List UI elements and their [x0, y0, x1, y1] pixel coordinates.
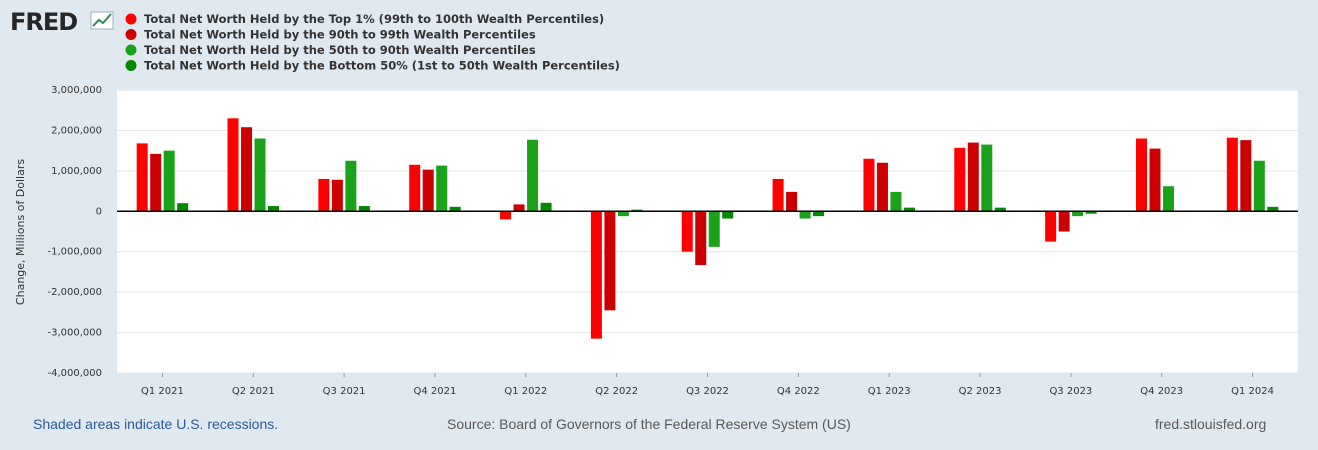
y-tick-label: 2,000,000: [51, 125, 102, 136]
x-tick-label: Q3 2021: [323, 386, 366, 397]
bar-s0-5[interactable]: [590, 211, 602, 339]
bar-s1-9[interactable]: [967, 142, 979, 212]
legend-label-2[interactable]: Total Net Worth Held by the 50th to 90th…: [144, 43, 536, 57]
y-axis-ticks: 3,000,000 2,000,000 1,000,000 0 -1,000,000 -2…: [47, 85, 102, 379]
y-tick-label: -4,000,000: [47, 368, 102, 379]
bar-s0-10[interactable]: [1045, 211, 1057, 242]
bar-s3-0[interactable]: [177, 203, 189, 212]
bar-s0-6[interactable]: [681, 211, 693, 252]
bar-s0-12[interactable]: [1226, 137, 1238, 212]
site-url[interactable]: fred.stlouisfed.org: [1155, 416, 1267, 432]
fred-logo-graph-icon: [90, 11, 114, 30]
plot-area: [117, 90, 1298, 373]
bar-s2-9[interactable]: [981, 144, 993, 212]
bar-s1-12[interactable]: [1240, 140, 1252, 212]
bar-s1-7[interactable]: [786, 191, 798, 212]
bar-s1-2[interactable]: [331, 179, 343, 212]
bar-s2-11[interactable]: [1162, 186, 1174, 212]
bar-s0-0[interactable]: [136, 143, 148, 212]
bar-s3-3[interactable]: [449, 206, 461, 212]
x-tick-label: Q4 2021: [414, 386, 457, 397]
bar-s1-4[interactable]: [513, 204, 525, 212]
chart-svg: FRED Total Net Worth Held by the Top 1% …: [10, 8, 1298, 397]
bar-s2-6[interactable]: [708, 211, 720, 247]
y-tick-label: -2,000,000: [47, 287, 102, 298]
bar-s1-1[interactable]: [241, 127, 253, 212]
x-tick-label: Q1 2023: [868, 386, 911, 397]
x-tick-label: Q1 2022: [504, 386, 547, 397]
bar-s2-5[interactable]: [617, 211, 629, 217]
bar-s1-3[interactable]: [422, 169, 434, 212]
x-tick-label: Q1 2021: [141, 386, 184, 397]
bar-s0-4[interactable]: [500, 211, 512, 220]
grid-lines: [117, 89, 1298, 374]
bar-s3-1[interactable]: [268, 206, 280, 212]
bar-s0-9[interactable]: [954, 147, 966, 212]
bar-s2-0[interactable]: [163, 150, 175, 212]
y-tick-label: 3,000,000: [51, 85, 102, 96]
bar-s2-8[interactable]: [890, 191, 902, 212]
fred-logo-text: FRED: [10, 8, 77, 36]
bar-s1-11[interactable]: [1149, 148, 1161, 212]
bar-s2-4[interactable]: [527, 139, 539, 212]
bar-s3-8[interactable]: [903, 207, 915, 212]
x-axis-ticks: Q1 2021 Q2 2021 Q3 2021 Q4 2021 Q1 2022 Q2 20…: [141, 373, 1274, 397]
bar-s0-7[interactable]: [772, 178, 784, 212]
bar-s0-2[interactable]: [318, 178, 330, 212]
bar-s3-2[interactable]: [358, 206, 370, 212]
legend-marker-3: [125, 60, 137, 71]
x-tick-label: Q3 2023: [1049, 386, 1092, 397]
y-tick-label: 0: [96, 206, 102, 217]
bar-s2-7[interactable]: [799, 211, 811, 219]
bar-s2-2[interactable]: [345, 160, 357, 212]
recession-note-link[interactable]: Shaded areas indicate U.S. recessions.: [33, 416, 279, 432]
bar-s2-3[interactable]: [436, 165, 448, 212]
legend-marker-0: [125, 13, 137, 25]
x-tick-label: Q3 2022: [686, 386, 729, 397]
bar-s3-12[interactable]: [1267, 206, 1279, 212]
bar-s1-6[interactable]: [695, 211, 707, 266]
bar-s3-10[interactable]: [1085, 211, 1097, 214]
bar-s3-5[interactable]: [631, 209, 643, 212]
bar-s2-1[interactable]: [254, 138, 266, 212]
bar-s0-8[interactable]: [863, 158, 875, 212]
y-axis-label: Change, Millions of Dollars: [14, 159, 27, 305]
y-tick-label: 1,000,000: [51, 166, 102, 177]
bar-s0-1[interactable]: [227, 118, 239, 212]
bar-s3-4[interactable]: [540, 202, 552, 212]
bar-s3-6[interactable]: [722, 211, 734, 219]
bar-s0-3[interactable]: [409, 164, 421, 212]
legend-marker-1: [125, 29, 137, 40]
legend-label-1[interactable]: Total Net Worth Held by the 90th to 99th…: [144, 28, 536, 42]
x-tick-label: Q4 2023: [1140, 386, 1183, 397]
bar-s3-7[interactable]: [813, 211, 825, 217]
bar-s2-10[interactable]: [1072, 211, 1084, 217]
y-tick-label: -3,000,000: [47, 328, 102, 339]
x-tick-label: Q4 2022: [777, 386, 820, 397]
legend-marker-2: [125, 44, 137, 56]
legend-label-3[interactable]: Total Net Worth Held by the Bottom 50% (…: [144, 59, 620, 73]
x-tick-label: Q1 2024: [1231, 386, 1274, 397]
x-tick-label: Q2 2022: [595, 386, 638, 397]
legend: Total Net Worth Held by the Top 1% (99th…: [125, 12, 620, 73]
bar-s3-9[interactable]: [994, 207, 1006, 212]
bar-s0-11[interactable]: [1135, 138, 1147, 212]
bars: [136, 118, 1279, 339]
y-tick-label: -1,000,000: [47, 247, 102, 258]
bar-s1-10[interactable]: [1058, 211, 1070, 232]
bar-s2-12[interactable]: [1253, 160, 1265, 212]
x-tick-label: Q2 2023: [959, 386, 1002, 397]
bar-s1-0[interactable]: [150, 153, 162, 212]
bar-s1-8[interactable]: [876, 162, 888, 212]
x-tick-label: Q2 2021: [232, 386, 275, 397]
source-text: Source: Board of Governors of the Federa…: [447, 416, 851, 432]
legend-label-0[interactable]: Total Net Worth Held by the Top 1% (99th…: [144, 12, 604, 26]
bar-s1-5[interactable]: [604, 211, 616, 311]
fred-logo[interactable]: FRED: [10, 8, 114, 36]
